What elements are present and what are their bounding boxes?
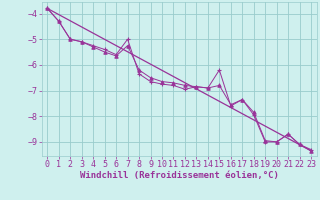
X-axis label: Windchill (Refroidissement éolien,°C): Windchill (Refroidissement éolien,°C) — [80, 171, 279, 180]
